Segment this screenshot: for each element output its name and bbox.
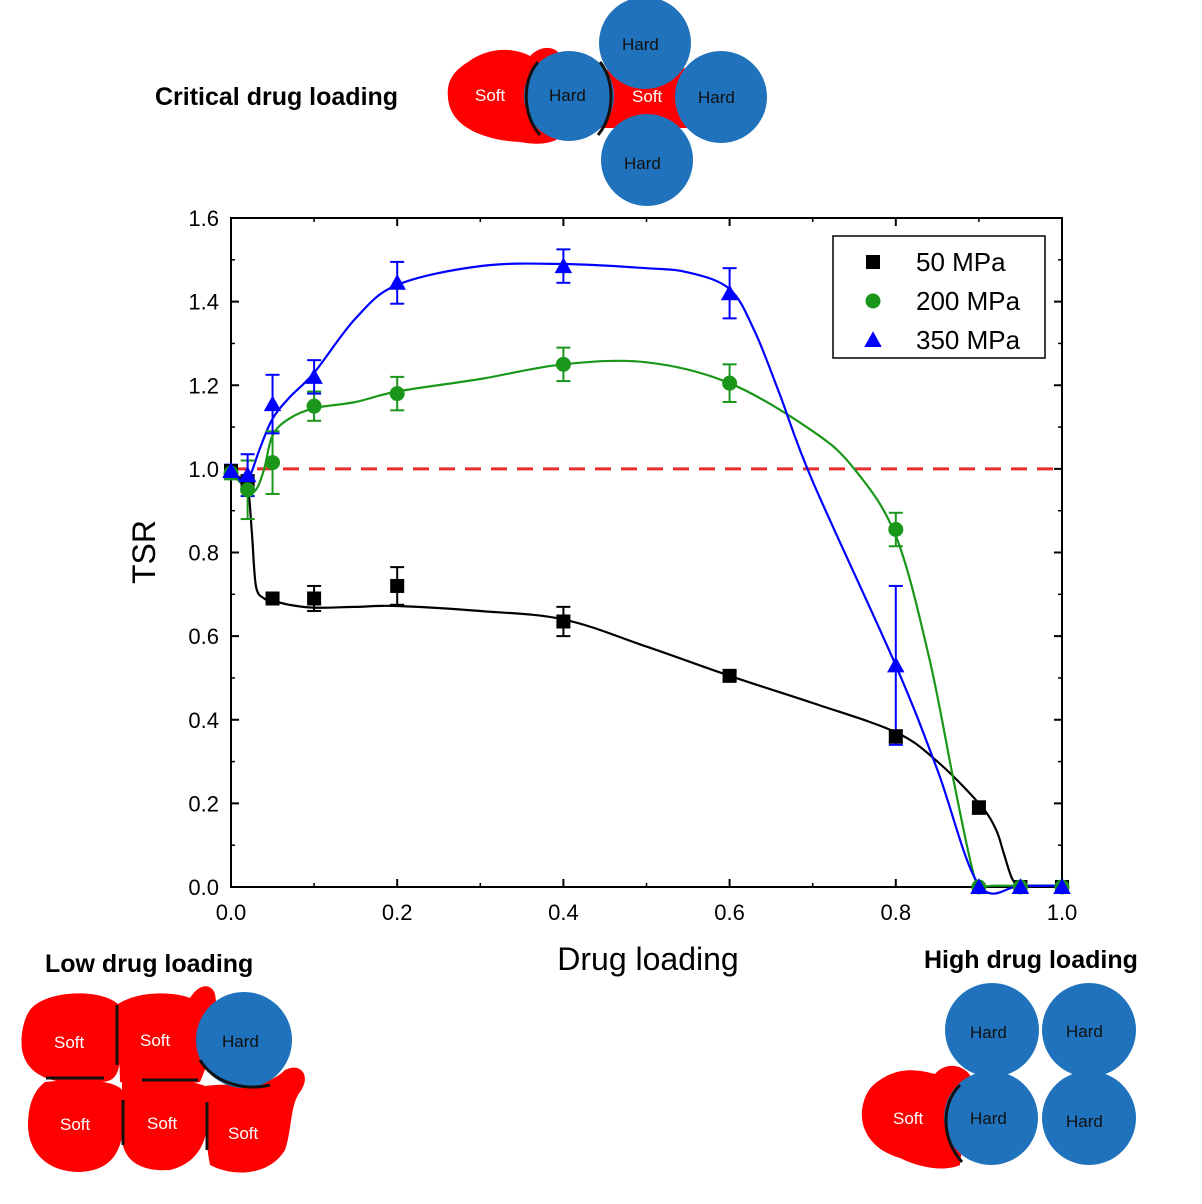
hard-particle bbox=[945, 983, 1039, 1077]
data-point bbox=[888, 729, 903, 744]
hard-particle bbox=[675, 51, 767, 143]
particle-label-hard: Hard bbox=[222, 1032, 259, 1051]
data-point bbox=[240, 482, 256, 498]
y-tick-label: 1.0 bbox=[188, 457, 219, 482]
data-point bbox=[1011, 878, 1030, 894]
x-tick-label: 0.4 bbox=[548, 900, 579, 925]
data-markers bbox=[222, 257, 1071, 895]
data-point bbox=[722, 668, 737, 683]
y-tick-label: 0.8 bbox=[188, 541, 219, 566]
high-loading-caption: High drug loading bbox=[924, 946, 1138, 974]
hard-particle bbox=[944, 1071, 1038, 1165]
data-point bbox=[887, 656, 905, 673]
y-tick-label: 1.4 bbox=[188, 290, 219, 315]
data-point bbox=[265, 591, 280, 606]
y-tick-label: 0.4 bbox=[188, 708, 219, 733]
data-point bbox=[307, 591, 322, 606]
data-point bbox=[389, 386, 405, 402]
axis-ticks bbox=[230, 217, 1063, 888]
legend-label: 200 MPa bbox=[916, 286, 1021, 316]
fit-curve bbox=[230, 359, 1063, 888]
soft-particle bbox=[118, 986, 217, 1085]
soft-particle bbox=[21, 993, 121, 1084]
x-tick-label: 0.6 bbox=[714, 900, 745, 925]
x-tick-label: 1.0 bbox=[1047, 900, 1078, 925]
contact-boundary bbox=[596, 61, 613, 136]
hard-particle bbox=[1042, 1071, 1136, 1165]
data-point bbox=[222, 462, 240, 478]
data-point bbox=[388, 274, 406, 290]
particle-label-hard: Hard bbox=[1066, 1112, 1103, 1131]
particle-label-hard: Hard bbox=[624, 154, 661, 173]
contact-boundary bbox=[524, 61, 542, 137]
legend-marker bbox=[864, 331, 882, 347]
data-point bbox=[971, 800, 986, 815]
fit-curve bbox=[230, 472, 1063, 887]
contact-boundary bbox=[944, 1083, 964, 1164]
soft-particle bbox=[861, 1065, 972, 1169]
particle-label-hard: Hard bbox=[549, 86, 586, 105]
y-axis-title: TSR bbox=[126, 520, 162, 584]
hard-particle bbox=[524, 51, 614, 141]
y-tick-label: 0.0 bbox=[188, 875, 219, 900]
x-tick-labels: 0.0 0.2 0.4 0.6 0.8 1.0 bbox=[216, 900, 1078, 925]
data-point bbox=[238, 466, 257, 483]
x-tick-label: 0.0 bbox=[216, 900, 247, 925]
particle-label-soft: Soft bbox=[632, 87, 663, 106]
data-point bbox=[722, 375, 738, 391]
x-tick-label: 0.2 bbox=[382, 900, 413, 925]
data-point bbox=[263, 395, 282, 412]
x-tick-label: 0.8 bbox=[881, 900, 912, 925]
particle-label-hard: Hard bbox=[698, 88, 735, 107]
y-tick-label: 0.2 bbox=[188, 791, 219, 816]
tsr-chart: 0.0 0.2 0.4 0.6 0.8 1.0 0.0 0.2 0.4 0.6 0.8 1.0 1.2… bbox=[126, 206, 1077, 977]
low-loading-caption: Low drug loading bbox=[45, 950, 253, 978]
legend-label: 350 MPa bbox=[916, 325, 1021, 355]
data-point bbox=[306, 398, 322, 414]
particle-label-soft: Soft bbox=[893, 1109, 924, 1128]
data-point bbox=[888, 522, 904, 538]
data-point bbox=[1053, 878, 1071, 894]
data-point bbox=[390, 578, 405, 593]
hard-particle bbox=[196, 992, 292, 1088]
x-axis-title: Drug loading bbox=[557, 941, 738, 977]
hard-particle bbox=[601, 114, 693, 206]
critical-loading-caption: Critical drug loading bbox=[155, 83, 398, 111]
particle-label-hard: Hard bbox=[970, 1109, 1007, 1128]
y-tick-label: 0.6 bbox=[188, 624, 219, 649]
soft-particle bbox=[205, 1067, 305, 1173]
data-point bbox=[554, 257, 573, 274]
particle-label-soft: Soft bbox=[147, 1114, 178, 1133]
data-point bbox=[305, 368, 323, 384]
particle-label-hard: Hard bbox=[622, 35, 659, 54]
legend: 50 MPa 200 MPa 350 MPa bbox=[832, 235, 1046, 359]
critical-loading-illustration: Critical drug loading Soft Hard Soft Har… bbox=[155, 0, 767, 206]
data-point bbox=[720, 284, 739, 301]
y-tick-label: 1.2 bbox=[188, 373, 219, 398]
data-point bbox=[970, 878, 988, 894]
particle-label-soft: Soft bbox=[60, 1115, 91, 1134]
legend-marker bbox=[865, 293, 881, 309]
particle-label-soft: Soft bbox=[228, 1124, 259, 1143]
particle-label-soft: Soft bbox=[475, 86, 506, 105]
data-point bbox=[265, 455, 281, 471]
y-tick-label: 1.6 bbox=[188, 206, 219, 231]
legend-marker bbox=[866, 255, 880, 269]
particle-label-hard: Hard bbox=[1066, 1022, 1103, 1041]
particle-label-hard: Hard bbox=[970, 1023, 1007, 1042]
contact-boundary bbox=[198, 1059, 271, 1089]
particle-label-soft: Soft bbox=[54, 1033, 85, 1052]
hard-particle bbox=[1042, 983, 1136, 1077]
legend-label: 50 MPa bbox=[916, 247, 1006, 277]
high-loading-illustration: High drug loading Soft Hard Hard Hard Ha… bbox=[861, 946, 1138, 1169]
soft-particle bbox=[28, 1080, 124, 1172]
low-loading-illustration: Low drug loading Soft Soft Hard Soft Sof… bbox=[21, 950, 305, 1173]
soft-particle bbox=[122, 1079, 209, 1171]
data-point bbox=[555, 356, 571, 372]
y-tick-labels: 0.0 0.2 0.4 0.6 0.8 1.0 1.2 1.4 1.6 bbox=[188, 206, 219, 900]
hard-particle bbox=[599, 0, 691, 89]
data-point bbox=[556, 614, 571, 629]
particle-label-soft: Soft bbox=[140, 1031, 171, 1050]
